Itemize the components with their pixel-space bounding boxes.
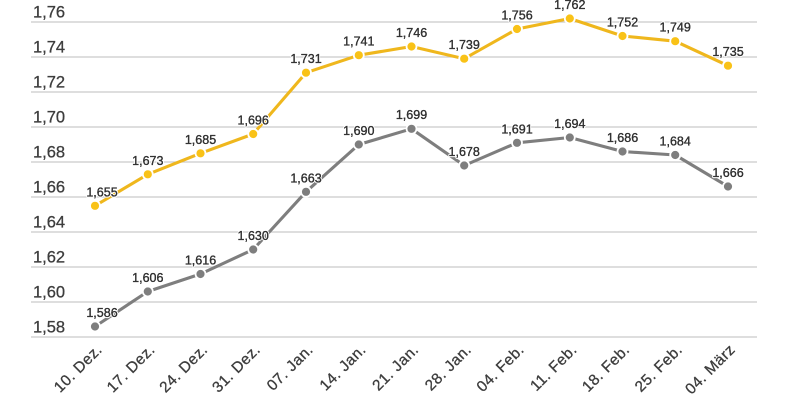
svg-text:1,752: 1,752: [607, 16, 638, 30]
svg-text:1,655: 1,655: [86, 185, 117, 199]
svg-text:1,752: 1,752: [607, 16, 638, 30]
svg-text:1,735: 1,735: [712, 45, 743, 59]
svg-text:1,663: 1,663: [290, 171, 321, 185]
svg-text:1,60: 1,60: [33, 284, 65, 302]
svg-text:1,690: 1,690: [343, 124, 374, 138]
svg-text:1,684: 1,684: [660, 135, 691, 149]
svg-text:1,746: 1,746: [396, 26, 427, 40]
svg-text:1,666: 1,666: [712, 166, 743, 180]
svg-text:1,673: 1,673: [132, 154, 163, 168]
svg-text:1,686: 1,686: [607, 131, 638, 145]
svg-text:1,76: 1,76: [33, 4, 65, 22]
svg-text:1,68: 1,68: [33, 144, 65, 162]
svg-text:1,655: 1,655: [86, 185, 117, 199]
svg-text:1,735: 1,735: [712, 45, 743, 59]
svg-text:1,685: 1,685: [185, 133, 216, 147]
svg-text:1,606: 1,606: [132, 271, 163, 285]
svg-text:1,739: 1,739: [449, 38, 480, 52]
svg-text:1,606: 1,606: [132, 271, 163, 285]
svg-text:1,616: 1,616: [185, 254, 216, 268]
svg-text:1,74: 1,74: [33, 39, 65, 57]
svg-text:1,762: 1,762: [554, 0, 585, 12]
svg-text:1,739: 1,739: [449, 38, 480, 52]
svg-text:1,66: 1,66: [33, 179, 65, 197]
svg-text:1,691: 1,691: [501, 122, 532, 136]
svg-text:1,630: 1,630: [238, 229, 269, 243]
svg-text:1,699: 1,699: [396, 108, 427, 122]
svg-text:1,694: 1,694: [554, 117, 585, 131]
svg-text:1,696: 1,696: [238, 114, 269, 128]
svg-text:1,746: 1,746: [396, 26, 427, 40]
svg-text:1,586: 1,586: [86, 306, 117, 320]
svg-text:1,616: 1,616: [185, 254, 216, 268]
svg-text:1,741: 1,741: [343, 35, 374, 49]
svg-text:1,741: 1,741: [343, 35, 374, 49]
svg-text:1,756: 1,756: [501, 9, 532, 23]
svg-text:1,678: 1,678: [449, 145, 480, 159]
svg-text:1,690: 1,690: [343, 124, 374, 138]
svg-text:1,731: 1,731: [290, 52, 321, 66]
svg-text:1,749: 1,749: [660, 21, 691, 35]
svg-text:1,686: 1,686: [607, 131, 638, 145]
svg-text:1,731: 1,731: [290, 52, 321, 66]
svg-text:1,699: 1,699: [396, 108, 427, 122]
svg-text:1,696: 1,696: [238, 114, 269, 128]
svg-text:1,70: 1,70: [33, 109, 65, 127]
svg-text:1,666: 1,666: [712, 166, 743, 180]
svg-text:1,72: 1,72: [33, 74, 65, 92]
svg-text:1,678: 1,678: [449, 145, 480, 159]
svg-text:1,749: 1,749: [660, 21, 691, 35]
svg-text:1,684: 1,684: [660, 135, 691, 149]
svg-text:1,663: 1,663: [290, 171, 321, 185]
svg-text:1,58: 1,58: [33, 319, 65, 337]
svg-text:1,630: 1,630: [238, 229, 269, 243]
svg-text:1,691: 1,691: [501, 122, 532, 136]
svg-text:1,673: 1,673: [132, 154, 163, 168]
svg-text:1,62: 1,62: [33, 249, 65, 267]
svg-text:1,762: 1,762: [554, 0, 585, 12]
svg-text:1,694: 1,694: [554, 117, 585, 131]
svg-text:1,64: 1,64: [33, 214, 65, 232]
svg-text:1,586: 1,586: [86, 306, 117, 320]
svg-text:1,685: 1,685: [185, 133, 216, 147]
svg-text:1,756: 1,756: [501, 9, 532, 23]
